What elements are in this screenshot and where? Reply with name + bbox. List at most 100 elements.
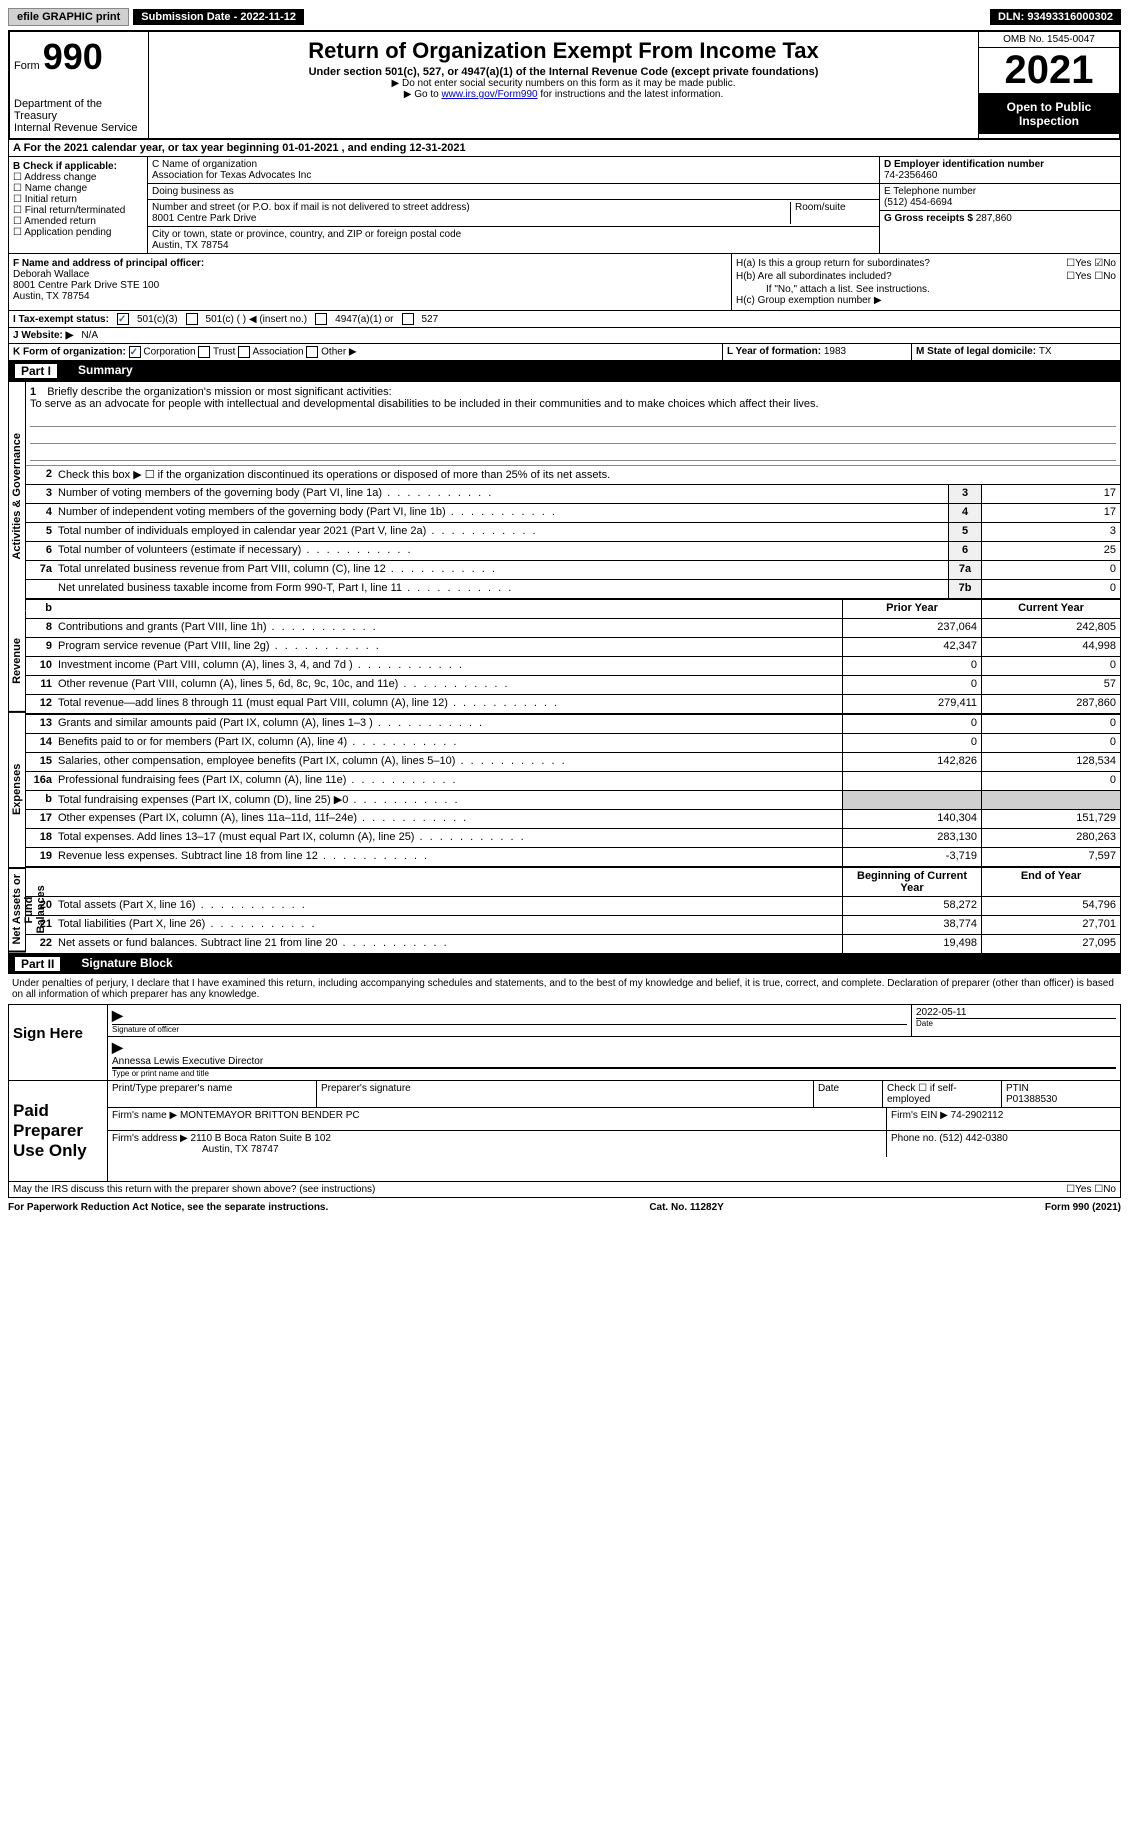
summary-line: 17Other expenses (Part IX, column (A), l…	[26, 810, 1120, 829]
check-final-return[interactable]: ☐ Final return/terminated	[13, 205, 143, 216]
part2-header: Part II Signature Block	[8, 954, 1121, 974]
paid-preparer-label: Paid Preparer Use Only	[9, 1081, 108, 1181]
check-corporation[interactable]	[129, 346, 141, 358]
check-amended-return[interactable]: ☐ Amended return	[13, 216, 143, 227]
efile-print-button[interactable]: efile GRAPHIC print	[8, 8, 129, 26]
ha-label: H(a) Is this a group return for subordin…	[736, 258, 930, 269]
section-d: D Employer identification number 74-2356…	[880, 157, 1120, 253]
section-klm: K Form of organization: Corporation Trus…	[8, 344, 1121, 361]
summary-line: 14Benefits paid to or for members (Part …	[26, 734, 1120, 753]
ptin-label: PTIN	[1006, 1083, 1116, 1094]
check-527[interactable]	[402, 313, 414, 325]
summary-line: 16aProfessional fundraising fees (Part I…	[26, 772, 1120, 791]
hc-label: H(c) Group exemption number ▶	[736, 295, 1116, 306]
page-footer: For Paperwork Reduction Act Notice, see …	[8, 1198, 1121, 1217]
summary-line: 8Contributions and grants (Part VIII, li…	[26, 619, 1120, 638]
check-4947[interactable]	[315, 313, 327, 325]
summary-line: 13Grants and similar amounts paid (Part …	[26, 715, 1120, 734]
officer-addr1: 8001 Centre Park Drive STE 100	[13, 280, 159, 291]
check-name-change[interactable]: ☐ Name change	[13, 183, 143, 194]
summary-line: 21Total liabilities (Part X, line 26)38,…	[26, 916, 1120, 935]
officer-label: F Name and address of principal officer:	[13, 258, 204, 269]
section-f: F Name and address of principal officer:…	[9, 254, 732, 310]
check-address-change[interactable]: ☐ Address change	[13, 172, 143, 183]
main-info-block: B Check if applicable: ☐ Address change …	[8, 157, 1121, 254]
check-501c[interactable]	[186, 313, 198, 325]
part2-num: Part II	[14, 956, 61, 972]
summary-line: 11Other revenue (Part VIII, column (A), …	[26, 676, 1120, 695]
irs-link[interactable]: www.irs.gov/Form990	[441, 89, 537, 100]
firm-addr2: Austin, TX 78747	[202, 1144, 279, 1155]
city-value: Austin, TX 78754	[152, 240, 875, 251]
check-trust[interactable]	[198, 346, 210, 358]
addr-value: 8001 Centre Park Drive	[152, 213, 786, 224]
firm-name-label: Firm's name ▶	[112, 1110, 180, 1121]
check-application-pending[interactable]: ☐ Application pending	[13, 227, 143, 238]
vlabel-exp: Expenses	[9, 712, 26, 869]
may-irs-discuss: May the IRS discuss this return with the…	[8, 1182, 1121, 1198]
col-begin-year: Beginning of Current Year	[842, 868, 981, 896]
hb-label: H(b) Are all subordinates included?	[736, 271, 892, 282]
firm-ein: 74-2902112	[951, 1110, 1004, 1121]
open-inspection: Open to Public Inspection	[979, 94, 1119, 134]
line-1-mission: 1 Briefly describe the organization's mi…	[26, 382, 1120, 466]
check-association[interactable]	[238, 346, 250, 358]
sig-date-label: Date	[916, 1018, 1116, 1028]
prep-self-employed[interactable]: Check ☐ if self-employed	[883, 1081, 1002, 1107]
officer-addr2: Austin, TX 78754	[13, 291, 90, 302]
footer-mid: Cat. No. 11282Y	[649, 1202, 723, 1213]
sign-here-block: Sign Here ▶ Signature of officer 2022-05…	[8, 1004, 1121, 1081]
website-value: N/A	[81, 330, 98, 341]
section-b-label: B Check if applicable:	[13, 161, 117, 172]
firm-phone: (512) 442-0380	[939, 1133, 1007, 1144]
sign-here-label: Sign Here	[9, 1005, 108, 1080]
na-header-row: Beginning of Current Year End of Year	[26, 866, 1120, 897]
officer-name: Deborah Wallace	[13, 269, 89, 280]
gross-label: G Gross receipts $	[884, 213, 976, 224]
dba-label: Doing business as	[152, 186, 875, 197]
summary-line: 7aTotal unrelated business revenue from …	[26, 561, 1120, 580]
tax-year: 2021	[979, 48, 1119, 94]
summary-line: bTotal fundraising expenses (Part IX, co…	[26, 791, 1120, 810]
check-other[interactable]	[306, 346, 318, 358]
dln: DLN: 93493316000302	[990, 9, 1121, 25]
vlabel-rev: Revenue	[9, 611, 26, 713]
prep-date-label: Date	[814, 1081, 883, 1107]
footer-right: Form 990 (2021)	[1045, 1202, 1121, 1213]
room-label: Room/suite	[791, 202, 875, 224]
prep-sig-label: Preparer's signature	[317, 1081, 814, 1107]
website-label: J Website: ▶	[13, 330, 73, 341]
col-end-year: End of Year	[981, 868, 1120, 896]
col-current-year: Current Year	[981, 600, 1120, 618]
section-i: I Tax-exempt status: 501(c)(3) 501(c) ( …	[8, 311, 1121, 328]
form-title: Return of Organization Exempt From Incom…	[153, 38, 974, 64]
rev-header-row: b Prior Year Current Year	[26, 598, 1120, 619]
part1-title: Summary	[78, 363, 133, 379]
firm-phone-label: Phone no.	[891, 1133, 939, 1144]
summary-line: 12Total revenue—add lines 8 through 11 (…	[26, 695, 1120, 713]
prep-name-label: Print/Type preparer's name	[108, 1081, 317, 1107]
sig-officer-label: Signature of officer	[112, 1024, 907, 1034]
summary-line: 3Number of voting members of the governi…	[26, 485, 1120, 504]
summary-line: 20Total assets (Part X, line 16)58,27254…	[26, 897, 1120, 916]
signature-declaration: Under penalties of perjury, I declare th…	[8, 974, 1121, 1004]
state-domicile: TX	[1039, 346, 1052, 357]
paid-preparer-block: Paid Preparer Use Only Print/Type prepar…	[8, 1081, 1121, 1182]
summary-body: Activities & Governance Revenue Expenses…	[8, 381, 1121, 954]
gross-value: 287,860	[976, 213, 1012, 224]
check-501c3[interactable]	[117, 313, 129, 325]
year-formation: 1983	[824, 346, 846, 357]
form-number: 990	[43, 36, 103, 77]
section-fh: F Name and address of principal officer:…	[8, 254, 1121, 311]
sig-name: Annessa Lewis Executive Director	[112, 1056, 1116, 1068]
ssn-note: ▶ Do not enter social security numbers o…	[153, 78, 974, 89]
firm-addr-label: Firm's address ▶	[112, 1133, 191, 1144]
row-a-tax-year: A For the 2021 calendar year, or tax yea…	[8, 140, 1121, 157]
tax-exempt-label: I Tax-exempt status:	[13, 314, 109, 325]
form-header: Form 990 Department of the Treasury Inte…	[8, 30, 1121, 140]
summary-line: 5Total number of individuals employed in…	[26, 523, 1120, 542]
vlabel-na: Net Assets or Fund Balances	[9, 869, 26, 953]
check-initial-return[interactable]: ☐ Initial return	[13, 194, 143, 205]
org-name: Association for Texas Advocates Inc	[152, 170, 875, 181]
top-bar: efile GRAPHIC print Submission Date - 20…	[8, 8, 1121, 26]
